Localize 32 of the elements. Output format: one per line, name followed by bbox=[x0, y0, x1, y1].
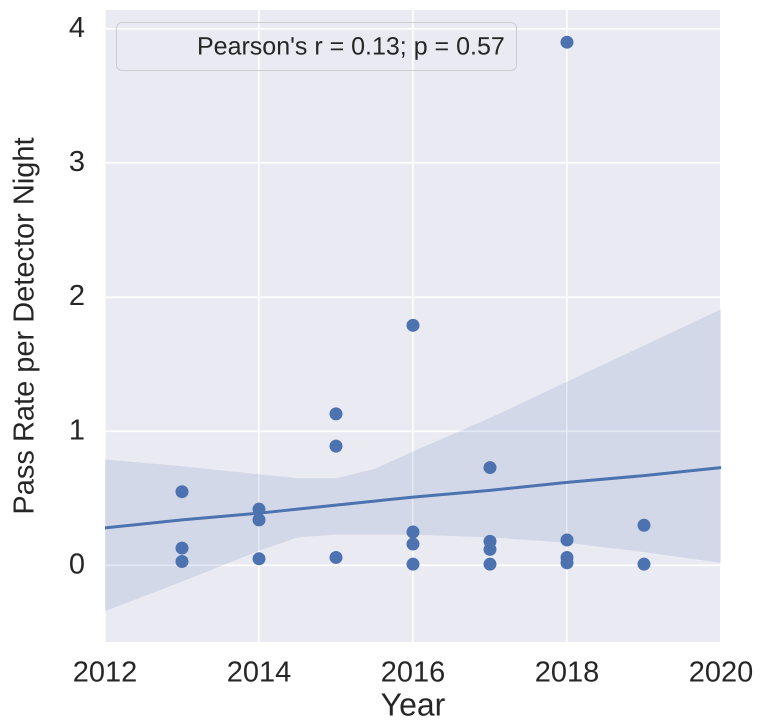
x-tick-label: 2012 bbox=[72, 656, 138, 688]
point bbox=[406, 538, 420, 551]
point bbox=[560, 534, 574, 547]
point bbox=[330, 550, 342, 564]
point bbox=[252, 552, 266, 566]
point bbox=[484, 461, 496, 474]
x-tick-label: 2016 bbox=[380, 656, 446, 688]
y-tick-label: 1 bbox=[68, 414, 85, 446]
point bbox=[252, 513, 266, 526]
y-tick-label: 3 bbox=[68, 146, 85, 178]
x-tick-label: 2020 bbox=[688, 656, 754, 688]
y-tick-label: 2 bbox=[68, 280, 85, 312]
annotation: Pearson's r = 0.13; p = 0.57 bbox=[197, 32, 505, 60]
point bbox=[560, 36, 574, 49]
point bbox=[406, 318, 420, 332]
point bbox=[638, 558, 650, 571]
point bbox=[406, 525, 420, 538]
x-tick-label: 2018 bbox=[534, 656, 600, 688]
y-tick-label: 0 bbox=[68, 548, 85, 581]
y-tick-label: 4 bbox=[68, 12, 85, 44]
point bbox=[176, 542, 188, 555]
point bbox=[176, 485, 188, 498]
point bbox=[330, 407, 342, 420]
point bbox=[406, 558, 420, 571]
point bbox=[330, 440, 342, 453]
point bbox=[638, 518, 650, 532]
x-tick-label: 2014 bbox=[226, 656, 292, 688]
x-axis-title: Year bbox=[380, 686, 446, 723]
y-axis-title: Pass Rate per Detector Night bbox=[8, 137, 40, 515]
point bbox=[484, 558, 496, 571]
point bbox=[176, 554, 188, 568]
point bbox=[252, 502, 266, 516]
